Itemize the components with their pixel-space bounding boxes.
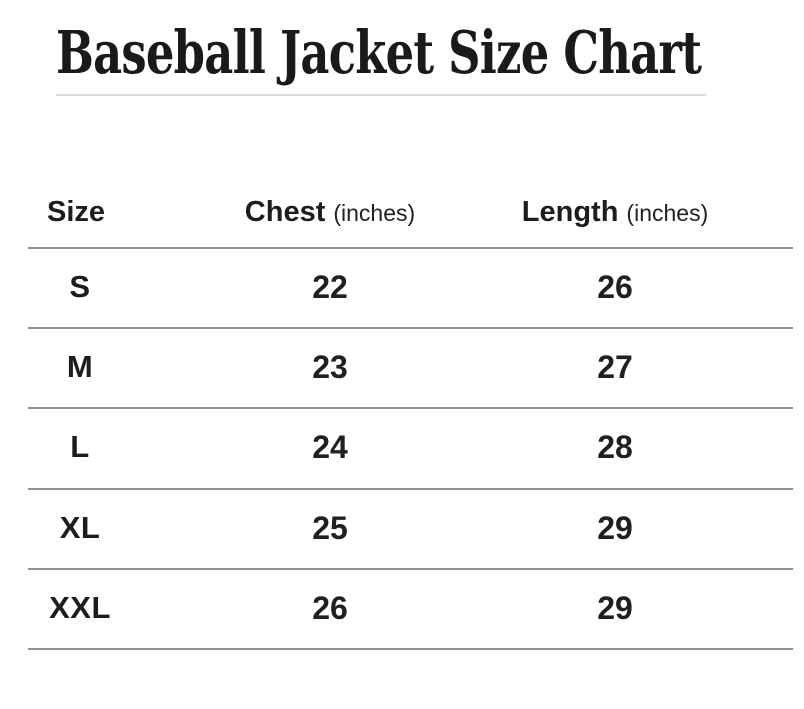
chest-value: 26: [312, 589, 348, 626]
length-value: 26: [597, 268, 633, 305]
table-row-xl: XL 25 29: [0, 488, 804, 568]
header-size-label: Size: [46, 195, 106, 228]
header-chest-unit: (inches): [333, 199, 416, 226]
table-row-s: S 22 26: [0, 247, 804, 327]
title-divider: [56, 94, 706, 96]
table-header-row: Size Chest (inches) Length (inches): [0, 186, 804, 238]
length-value: 29: [597, 589, 633, 626]
length-value: 29: [597, 509, 633, 546]
chest-value: 25: [312, 509, 348, 546]
chest-value: 24: [312, 428, 348, 465]
page-title-wrap: Baseball Jacket Size Chart: [56, 22, 804, 84]
chest-value: 23: [312, 348, 348, 385]
length-value: 27: [597, 348, 633, 385]
size-value: S: [69, 269, 91, 304]
table-row-m: M 23 27: [0, 327, 804, 407]
length-value: 28: [597, 428, 633, 465]
header-length-label: Length: [521, 195, 619, 228]
header-length: Length (inches): [500, 196, 730, 229]
row-separator-line: [28, 488, 793, 490]
header-chest-label: Chest: [244, 195, 326, 228]
row-separator-line: [28, 568, 793, 570]
row-separator-line: [28, 327, 793, 329]
row-separator-line: [28, 407, 793, 409]
size-value: XXL: [49, 590, 111, 625]
table-bottom-line: [28, 648, 793, 650]
size-value: M: [66, 349, 94, 384]
size-value: L: [70, 429, 90, 464]
header-chest: Chest (inches): [160, 196, 500, 229]
header-separator-line: [28, 247, 793, 249]
table-row-l: L 24 28: [0, 407, 804, 487]
table-row-xxl: XXL 26 29: [0, 568, 804, 648]
size-value: XL: [59, 510, 101, 545]
chest-value: 22: [312, 268, 348, 305]
header-length-unit: (inches): [626, 199, 709, 226]
page-title: Baseball Jacket Size Chart: [56, 18, 702, 87]
header-size: Size: [0, 196, 160, 229]
